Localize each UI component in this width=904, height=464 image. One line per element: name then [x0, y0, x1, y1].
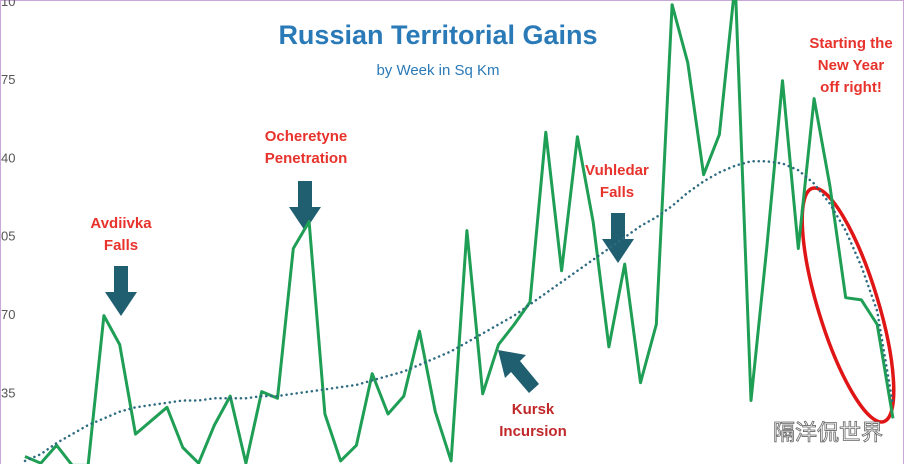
annotation: Ocheretyne [265, 128, 348, 145]
y-tick-label: 75 [1, 72, 15, 87]
annotation: New Year [818, 57, 885, 74]
arrow [105, 266, 137, 316]
watermark: 隔洋侃世界 [773, 420, 883, 445]
y-tick-label: 70 [1, 307, 15, 322]
arrow [289, 181, 321, 231]
annotation: off right! [820, 79, 882, 96]
annotation: Kursk [512, 401, 555, 418]
arrows [105, 181, 634, 393]
annotation: Incursion [499, 423, 567, 440]
arrow [498, 350, 539, 393]
arrow [602, 213, 634, 263]
highlight-ellipse [800, 186, 896, 424]
annotation: Falls [104, 237, 138, 254]
chart-subtitle: by Week in Sq Km [376, 62, 499, 79]
y-tick-label: 05 [1, 229, 15, 244]
annotation: Penetration [265, 150, 348, 167]
chart-title: Russian Territorial Gains [278, 20, 597, 50]
y-tick-label: 40 [1, 150, 15, 165]
y-tick-label: 10 [1, 0, 15, 9]
data-line [24, 0, 895, 464]
annotation: Avdiivka [90, 215, 152, 232]
y-tick-label: 35 [1, 385, 15, 400]
annotation: Falls [600, 184, 634, 201]
trend-line [23, 160, 895, 463]
annotation: Starting the [809, 35, 892, 52]
annotation: Vuhledar [585, 162, 649, 179]
